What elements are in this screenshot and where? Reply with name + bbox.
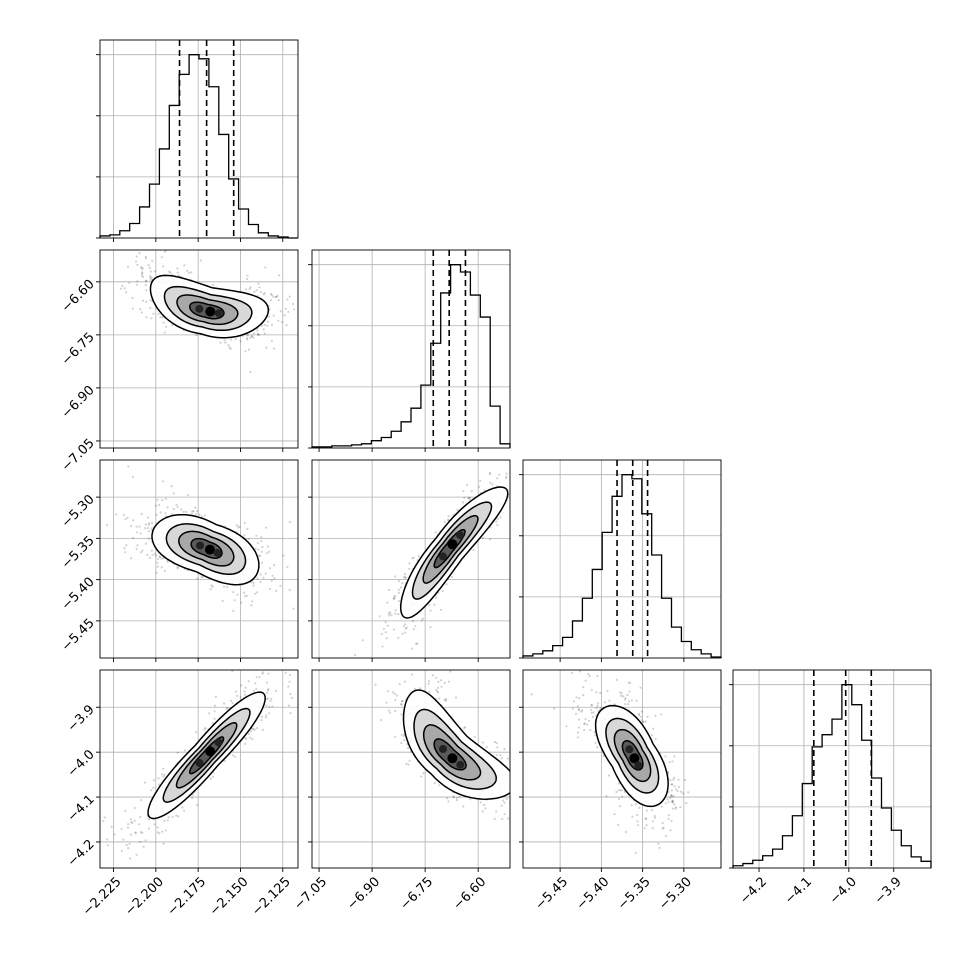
panel-frame bbox=[99, 39, 299, 239]
y-tick-label: −3.9 bbox=[65, 702, 98, 735]
scatter-1-0 bbox=[119, 250, 296, 374]
x-tick-label: −3.9 bbox=[872, 874, 905, 907]
y-tick-label: −7.05 bbox=[59, 436, 98, 475]
density-peak bbox=[456, 531, 464, 540]
histogram-1 bbox=[311, 264, 511, 448]
y-tick-label: −5.45 bbox=[59, 616, 98, 655]
panel-3-1 bbox=[308, 669, 511, 872]
x-tick-label: −2.150 bbox=[207, 874, 252, 919]
density-peak bbox=[214, 738, 223, 747]
panel-3-2 bbox=[519, 669, 722, 872]
y-tick-label: −5.40 bbox=[59, 575, 98, 614]
x-tick-label: −2.225 bbox=[80, 874, 125, 919]
x-tick-label: −6.60 bbox=[450, 874, 489, 913]
x-tick-label: −4.2 bbox=[737, 874, 770, 907]
y-tick-label: −4.2 bbox=[65, 837, 98, 870]
y-tick-label: −5.35 bbox=[59, 533, 98, 572]
panel-frame bbox=[311, 669, 511, 869]
density-peak bbox=[439, 745, 447, 753]
x-tick-label: −5.30 bbox=[656, 874, 695, 913]
y-tick-label: −4.1 bbox=[65, 792, 98, 825]
x-tick-label: −2.200 bbox=[122, 874, 167, 919]
x-tick-label: −5.40 bbox=[574, 874, 613, 913]
scatter-2-1 bbox=[353, 471, 510, 657]
x-tick-label: −7.05 bbox=[291, 874, 330, 913]
histogram-0 bbox=[99, 54, 298, 239]
y-tick-label: −4.0 bbox=[65, 747, 98, 780]
density-peak bbox=[195, 759, 204, 767]
density-peak bbox=[447, 539, 458, 550]
panel-0-0 bbox=[96, 39, 299, 242]
panel-frame bbox=[522, 459, 722, 659]
panel-frame bbox=[311, 459, 511, 659]
x-tick-label: −5.35 bbox=[615, 874, 654, 913]
x-tick-label: −5.45 bbox=[532, 874, 571, 913]
panel-2-1 bbox=[308, 459, 511, 662]
density-peak bbox=[205, 746, 216, 757]
scatter-3-2 bbox=[530, 670, 690, 855]
scatter-3-1 bbox=[374, 670, 510, 821]
density-peak bbox=[456, 760, 465, 769]
panel-2-0 bbox=[96, 459, 299, 662]
panel-frame bbox=[522, 669, 722, 869]
y-tick-label: −6.60 bbox=[59, 277, 98, 316]
y-tick-label: −6.90 bbox=[59, 383, 98, 422]
density-peak bbox=[625, 745, 634, 754]
y-tick-label: −6.75 bbox=[59, 330, 98, 369]
density-peak bbox=[447, 753, 458, 764]
scatter-2-0 bbox=[106, 465, 295, 612]
panel-frame bbox=[732, 669, 932, 869]
x-tick-label: −2.175 bbox=[165, 874, 210, 919]
panel-1-1 bbox=[308, 249, 511, 452]
density-peak bbox=[204, 544, 215, 555]
panel-1-0 bbox=[96, 249, 299, 452]
density-peak bbox=[629, 753, 640, 764]
density-peak bbox=[214, 309, 223, 318]
panel-frame bbox=[99, 249, 299, 449]
panel-3-3 bbox=[729, 669, 932, 872]
density-peak bbox=[213, 548, 222, 557]
histogram-3 bbox=[732, 684, 932, 868]
density-peak bbox=[634, 761, 643, 770]
density-peak bbox=[438, 552, 447, 561]
panel-frame bbox=[99, 669, 299, 869]
x-tick-label: −6.90 bbox=[344, 874, 383, 913]
panel-frame bbox=[311, 249, 511, 449]
panel-frame bbox=[99, 459, 299, 659]
x-tick-label: −6.75 bbox=[397, 874, 436, 913]
density-peak bbox=[196, 541, 205, 550]
panel-3-0 bbox=[96, 669, 299, 872]
density-peak bbox=[195, 304, 204, 313]
x-tick-label: −4.1 bbox=[782, 874, 815, 907]
density-peak bbox=[205, 306, 216, 317]
panel-2-2 bbox=[519, 459, 722, 662]
histogram-2 bbox=[522, 474, 722, 658]
x-tick-label: −2.125 bbox=[249, 874, 294, 919]
scatter-3-0 bbox=[102, 670, 294, 860]
x-tick-label: −4.0 bbox=[827, 874, 860, 907]
y-tick-label: −5.30 bbox=[59, 492, 98, 531]
